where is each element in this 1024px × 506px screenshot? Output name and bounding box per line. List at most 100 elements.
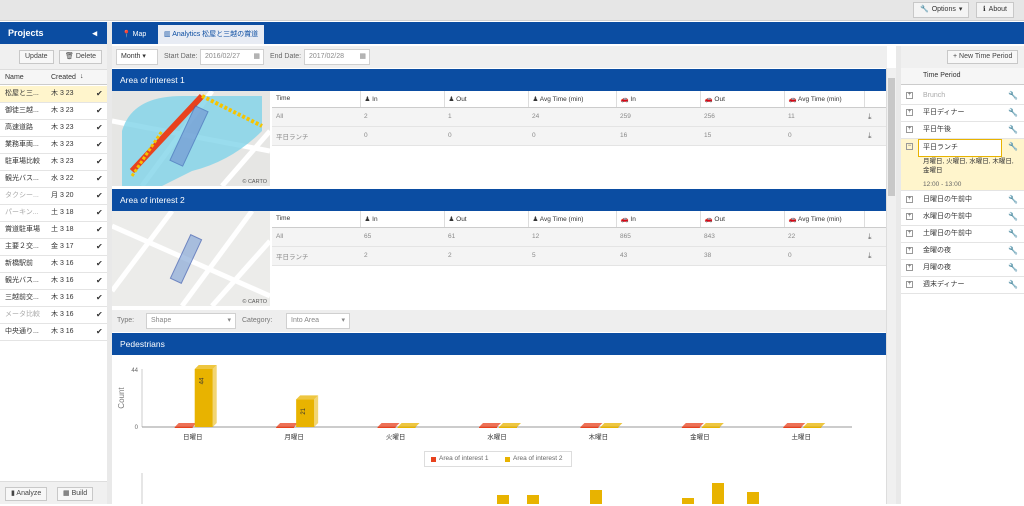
download-icon[interactable]: ⤓ <box>864 246 886 266</box>
x-tick-label: 金曜日 <box>690 432 710 441</box>
time-period-item[interactable]: + 月曜の夜 🔧 <box>901 260 1024 277</box>
minus-icon[interactable]: − <box>906 143 913 150</box>
wrench-icon[interactable]: 🔧 <box>1008 142 1018 151</box>
project-row[interactable]: パーキン... 土 3 18 ✔ <box>0 205 107 222</box>
download-icon[interactable]: ⤓ <box>864 227 886 247</box>
main-scrollbar[interactable] <box>886 68 896 504</box>
time-period-item[interactable]: + 土曜日の午前中 🔧 <box>901 226 1024 243</box>
left-splitter[interactable] <box>107 22 112 504</box>
plus-icon[interactable]: + <box>906 92 913 99</box>
legend-item-2[interactable]: Area of interest 2 <box>513 455 563 462</box>
aoi1-header: Area of interest 1 <box>112 69 887 91</box>
aoi2-map[interactable]: © CARTO <box>112 211 270 306</box>
plus-icon[interactable]: + <box>906 213 913 220</box>
tab-analytics[interactable]: ▥ Analytics 松屋と三越の賞道 <box>158 25 265 44</box>
th-ped-out: ♟ Out <box>444 211 529 228</box>
period-select[interactable]: Month ▾ <box>116 49 158 65</box>
col-created[interactable]: Created <box>51 74 76 81</box>
aoi2-map-svg <box>112 211 270 306</box>
project-row[interactable]: 三越前交... 木 3 16 ✔ <box>0 290 107 307</box>
time-period-item[interactable]: + 水曜日の午前中 🔧 <box>901 209 1024 226</box>
wrench-icon[interactable]: 🔧 <box>1008 91 1018 100</box>
time-period-item[interactable]: + Brunch 🔧 <box>901 88 1024 105</box>
update-button[interactable]: Update <box>19 50 54 64</box>
project-row[interactable]: 賞道駐車場 土 3 18 ✔ <box>0 222 107 239</box>
bar <box>527 495 539 504</box>
wrench-icon[interactable]: 🔧 <box>1008 280 1018 289</box>
wrench-icon[interactable]: 🔧 <box>1008 125 1018 134</box>
project-row[interactable]: メータ比較 木 3 16 ✔ <box>0 307 107 324</box>
category-select[interactable]: Into Area ▾ <box>286 313 350 329</box>
wrench-icon[interactable]: 🔧 <box>1008 195 1018 204</box>
download-icon[interactable]: ⤓ <box>864 107 886 127</box>
col-name[interactable]: Name <box>5 74 24 81</box>
plus-icon[interactable]: + <box>906 264 913 271</box>
options-button[interactable]: 🔧 Options ▾ <box>913 2 970 18</box>
collapse-left-icon[interactable]: ◂ <box>92 28 97 38</box>
sort-desc-icon[interactable]: ↓ <box>80 73 84 80</box>
project-name: 御徒三越... <box>5 107 39 114</box>
scrollbar-thumb[interactable] <box>888 78 895 196</box>
project-row[interactable]: 駐車場比較 木 3 23 ✔ <box>0 154 107 171</box>
bar-value-label: 21 <box>301 407 307 414</box>
project-row[interactable]: 松屋と三... 木 3 23 ✔ <box>0 86 107 103</box>
category-label: Category: <box>242 317 273 324</box>
time-period-item[interactable]: + 金曜の夜 🔧 <box>901 243 1024 260</box>
project-row[interactable]: 業務車両... 木 3 23 ✔ <box>0 137 107 154</box>
wrench-icon[interactable]: 🔧 <box>1008 263 1018 272</box>
new-time-period-button[interactable]: + New Time Period <box>947 50 1019 64</box>
analyze-button[interactable]: ▮ Analyze <box>5 487 48 501</box>
time-period-item[interactable]: + 週末ディナー 🔧 <box>901 277 1024 294</box>
plus-icon[interactable]: + <box>906 196 913 203</box>
map-marker-icon: 📍 <box>122 31 131 38</box>
tab-map[interactable]: 📍 Map <box>122 31 147 38</box>
time-period-label: 平日午後 <box>923 126 951 133</box>
end-date-input[interactable]: 2017/02/28 ▦ <box>304 49 370 65</box>
project-row[interactable]: 高速道路 木 3 23 ✔ <box>0 120 107 137</box>
about-button[interactable]: ℹ About <box>976 2 1014 18</box>
plus-icon[interactable]: + <box>906 247 913 254</box>
project-row[interactable]: 観光バス... 水 3 22 ✔ <box>0 171 107 188</box>
project-created: 木 3 23 <box>51 124 74 131</box>
legend-item-1[interactable]: Area of interest 1 <box>439 455 489 462</box>
wrench-icon[interactable]: 🔧 <box>1008 246 1018 255</box>
project-row[interactable]: 御徒三越... 木 3 23 ✔ <box>0 103 107 120</box>
right-splitter[interactable] <box>896 46 901 504</box>
car-icon: 🚗 <box>788 215 797 223</box>
project-created: 土 3 18 <box>51 209 74 216</box>
x-tick-label: 土曜日 <box>792 432 812 441</box>
project-created: 木 3 23 <box>51 107 74 114</box>
start-date-input[interactable]: 2016/02/27 ▦ <box>200 49 264 65</box>
wrench-icon[interactable]: 🔧 <box>1008 212 1018 221</box>
plus-icon[interactable]: + <box>906 109 913 116</box>
wrench-icon[interactable]: 🔧 <box>1008 108 1018 117</box>
time-period-item[interactable]: − 平日ランチ 🔧 月曜日, 火曜日, 水曜日, 木曜日, 金曜日 12:00 - 13… <box>901 139 1024 191</box>
trash-icon: 🗑 <box>65 53 74 60</box>
delete-button[interactable]: 🗑 Delete <box>59 50 103 64</box>
caret-down-icon: ▾ <box>142 53 146 60</box>
project-row[interactable]: 観光バス... 木 3 16 ✔ <box>0 273 107 290</box>
plus-icon[interactable]: + <box>906 281 913 288</box>
wrench-icon[interactable]: 🔧 <box>1008 229 1018 238</box>
x-tick-label: 水曜日 <box>487 432 507 441</box>
x-tick-label: 月曜日 <box>284 433 304 441</box>
time-period-item[interactable]: + 平日ディナー 🔧 <box>901 105 1024 122</box>
bar-top <box>397 423 420 427</box>
build-button[interactable]: ▦ Build <box>57 487 94 501</box>
project-row[interactable]: 新橋駅前 木 3 16 ✔ <box>0 256 107 273</box>
time-period-item[interactable]: + 日曜日の午前中 🔧 <box>901 192 1024 209</box>
project-row[interactable]: 中央通り... 木 3 16 ✔ <box>0 324 107 341</box>
download-icon[interactable]: ⤓ <box>864 126 886 146</box>
th-car-avg: 🚗 Avg Time (min) <box>784 211 865 228</box>
time-period-item[interactable]: + 平日午後 🔧 <box>901 122 1024 139</box>
type-select[interactable]: Shape ▾ <box>146 313 236 329</box>
project-created: 木 3 16 <box>51 260 74 267</box>
plus-icon[interactable]: + <box>906 126 913 133</box>
project-created: 月 3 20 <box>51 192 74 199</box>
plus-icon[interactable]: + <box>906 230 913 237</box>
project-row[interactable]: タクシー... 月 3 20 ✔ <box>0 188 107 205</box>
expanded-days: 月曜日, 火曜日, 水曜日, 木曜日, 金曜日 <box>923 158 1014 174</box>
aoi1-map-svg <box>112 91 270 186</box>
project-row[interactable]: 主要２交... 金 3 17 ✔ <box>0 239 107 256</box>
aoi1-map[interactable]: © CARTO <box>112 91 270 186</box>
